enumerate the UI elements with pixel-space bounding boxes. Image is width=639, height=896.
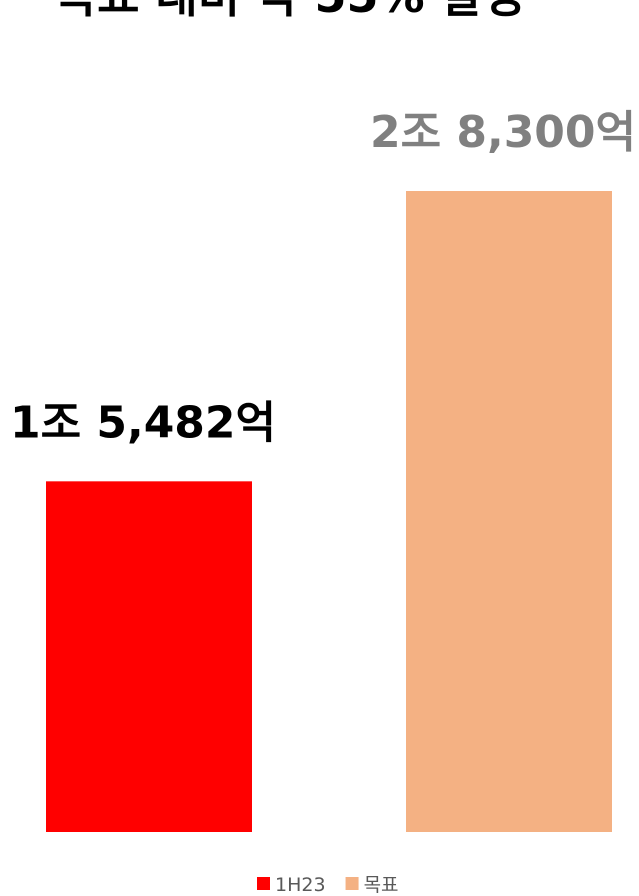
legend-label: 목표: [364, 874, 399, 896]
bar: [46, 481, 252, 832]
data-label: 1조 5,482억: [10, 397, 276, 448]
legend-swatch: [345, 877, 359, 890]
data-label: 2조 8,300억: [370, 107, 636, 158]
chart-title: 목표 대비 약 55% 달성: [55, 0, 525, 23]
legend-swatch: [257, 877, 270, 890]
bar: [406, 191, 612, 832]
legend-label: 1H23: [275, 874, 326, 896]
